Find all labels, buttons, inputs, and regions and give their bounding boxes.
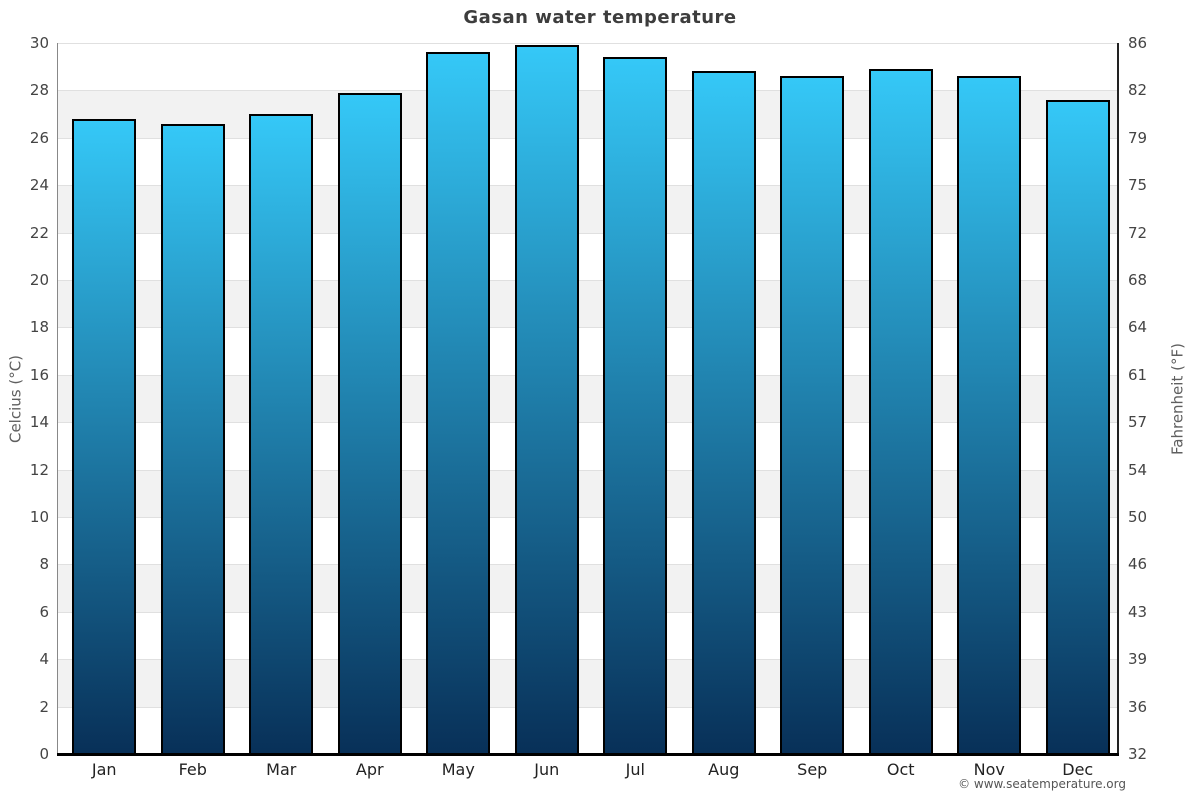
gridline — [57, 327, 1119, 329]
background-band — [57, 517, 1119, 565]
background-band — [57, 43, 1119, 91]
bar-jul — [603, 57, 668, 754]
fahrenheit-tick-label: 39 — [1128, 650, 1148, 669]
bar-mar — [249, 114, 314, 754]
gridline — [57, 137, 1119, 139]
fahrenheit-tick-label: 50 — [1128, 508, 1148, 526]
fahrenheit-tick-label: 43 — [1128, 602, 1148, 621]
month-label-aug: Aug — [708, 760, 740, 779]
gridline — [57, 232, 1119, 234]
gridline — [57, 706, 1119, 708]
fahrenheit-tick-label: 61 — [1128, 365, 1148, 384]
gridline — [57, 659, 1119, 661]
month-label-jan: Jan — [91, 760, 117, 779]
gridline — [57, 517, 1119, 518]
month-label-dec: Dec — [1062, 760, 1094, 779]
fahrenheit-tick-label: 75 — [1128, 176, 1148, 195]
background-band — [57, 706, 1119, 754]
plot-area — [57, 43, 1119, 756]
gridline — [57, 611, 1119, 613]
background-band — [57, 327, 1119, 375]
fahrenheit-tick-label: 72 — [1128, 223, 1148, 242]
celsius-tick-label: 28 — [29, 81, 49, 100]
background-band — [57, 469, 1119, 517]
bar-aug — [691, 71, 756, 754]
month-label-jul: Jul — [625, 760, 645, 779]
gridline — [57, 422, 1119, 424]
month-label-may: May — [441, 760, 475, 779]
chart-title: Gasan water temperature — [463, 7, 737, 28]
fahrenheit-tick-labels: 32 36 39 43 46 50 54 57 61 64 68 72 75 79 82 86 — [1128, 34, 1188, 763]
bar-sep — [780, 76, 845, 754]
left-axis-spine — [57, 43, 58, 754]
fahrenheit-tick-label: 46 — [1128, 555, 1148, 574]
fahrenheit-tick-label: 64 — [1128, 318, 1148, 337]
celsius-tick-label: 22 — [29, 223, 49, 242]
bar-may — [426, 52, 491, 754]
celsius-tick-label: 4 — [39, 650, 49, 669]
background-band — [57, 422, 1119, 470]
background-band — [57, 280, 1119, 328]
celsius-tick-label: 20 — [29, 271, 49, 289]
celsius-tick-label: 0 — [39, 745, 49, 763]
gridline — [57, 469, 1119, 471]
gridline — [57, 280, 1119, 281]
celsius-tick-label: 30 — [29, 34, 49, 52]
x-axis-baseline — [57, 753, 1119, 756]
background-band — [57, 137, 1119, 186]
background-band — [57, 90, 1119, 138]
celsius-tick-label: 18 — [29, 318, 49, 337]
celsius-tick-label: 2 — [39, 697, 49, 716]
celsius-tick-label: 6 — [39, 602, 49, 621]
month-label-mar: Mar — [266, 760, 297, 779]
background-band — [57, 185, 1119, 233]
fahrenheit-tick-label: 57 — [1128, 413, 1148, 432]
gridline — [57, 374, 1119, 376]
right-axis-spine — [1117, 43, 1119, 754]
fahrenheit-tick-label: 79 — [1128, 128, 1148, 147]
celsius-tick-label: 24 — [29, 176, 49, 195]
fahrenheit-tick-label: 68 — [1128, 271, 1148, 289]
month-label-sep: Sep — [797, 760, 828, 779]
month-label-oct: Oct — [886, 760, 915, 779]
fahrenheit-tick-label: 32 — [1128, 745, 1148, 763]
bar-dec — [1045, 99, 1110, 754]
celsius-tick-labels: 0 2 4 6 8 10 12 14 16 18 20 22 24 26 28 30 — [0, 34, 49, 763]
bar-jun — [514, 45, 579, 754]
gridline — [57, 90, 1119, 92]
fahrenheit-tick-label: 36 — [1128, 697, 1148, 716]
celsius-tick-label: 10 — [29, 508, 49, 526]
celsius-tick-label: 26 — [29, 128, 49, 147]
background-band — [57, 564, 1119, 612]
celsius-tick-label: 12 — [29, 460, 49, 479]
bar-nov — [957, 76, 1022, 754]
month-label-apr: Apr — [355, 760, 384, 779]
bar-oct — [868, 69, 933, 754]
background-band — [57, 232, 1119, 280]
month-labels: Jan Feb Mar Apr May Jun Jul Aug Sep Oct Nov Dec — [57, 759, 1119, 781]
month-label-feb: Feb — [178, 760, 207, 779]
gridline — [57, 185, 1119, 187]
background-band — [57, 659, 1119, 707]
background-band — [57, 374, 1119, 423]
gridline — [57, 43, 1119, 44]
bar-feb — [160, 123, 225, 754]
gridline — [57, 564, 1119, 566]
fahrenheit-tick-label: 54 — [1128, 460, 1148, 479]
celsius-tick-label: 16 — [29, 365, 49, 384]
bar-apr — [337, 92, 402, 754]
celsius-tick-label: 14 — [29, 413, 49, 432]
bar-jan — [72, 118, 137, 754]
background-band — [57, 611, 1119, 660]
fahrenheit-tick-label: 86 — [1128, 34, 1148, 52]
fahrenheit-tick-label: 82 — [1128, 81, 1148, 100]
month-label-jun: Jun — [534, 760, 560, 779]
month-label-nov: Nov — [973, 760, 1005, 779]
celsius-tick-label: 8 — [39, 555, 49, 574]
copyright-footer: © www.seatemperature.org — [958, 777, 1126, 791]
